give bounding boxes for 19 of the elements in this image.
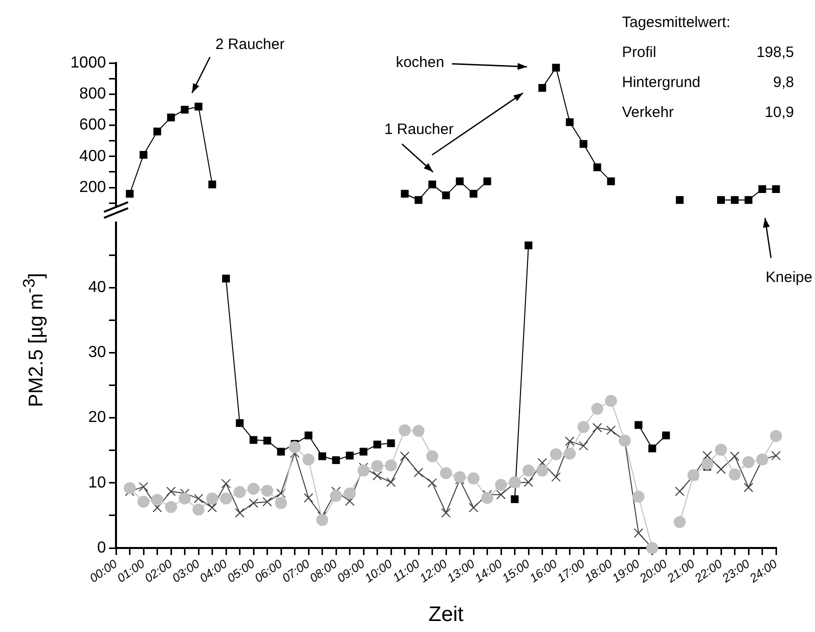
y-tick-label: 30 [88,344,106,362]
y-tick-label: 0 [97,539,106,556]
text: Hintergrund 9,8 [622,74,794,91]
text: Profil 198,5 [622,44,794,61]
text: 2 Raucher [215,36,285,54]
y-tick-label: 20 [88,409,106,426]
annotation: 1 Raucher [384,121,454,138]
text: Verkehr 10,9 [622,104,794,121]
y-tick-label: 200 [79,178,106,196]
y-tick-label: 800 [79,86,106,103]
y-tick-label: 400 [79,148,106,165]
y-tick-label: 10 [88,474,106,492]
y-tick-label: 40 [88,279,106,296]
y-tick-label: 600 [79,116,106,134]
annotation: kochen [396,54,444,72]
text: Tagesmittelwert: [622,13,730,33]
y-tick-label: 1000 [70,54,106,72]
annotation: Kneipe [766,269,812,286]
x-axis-title: Zeit [428,603,464,626]
